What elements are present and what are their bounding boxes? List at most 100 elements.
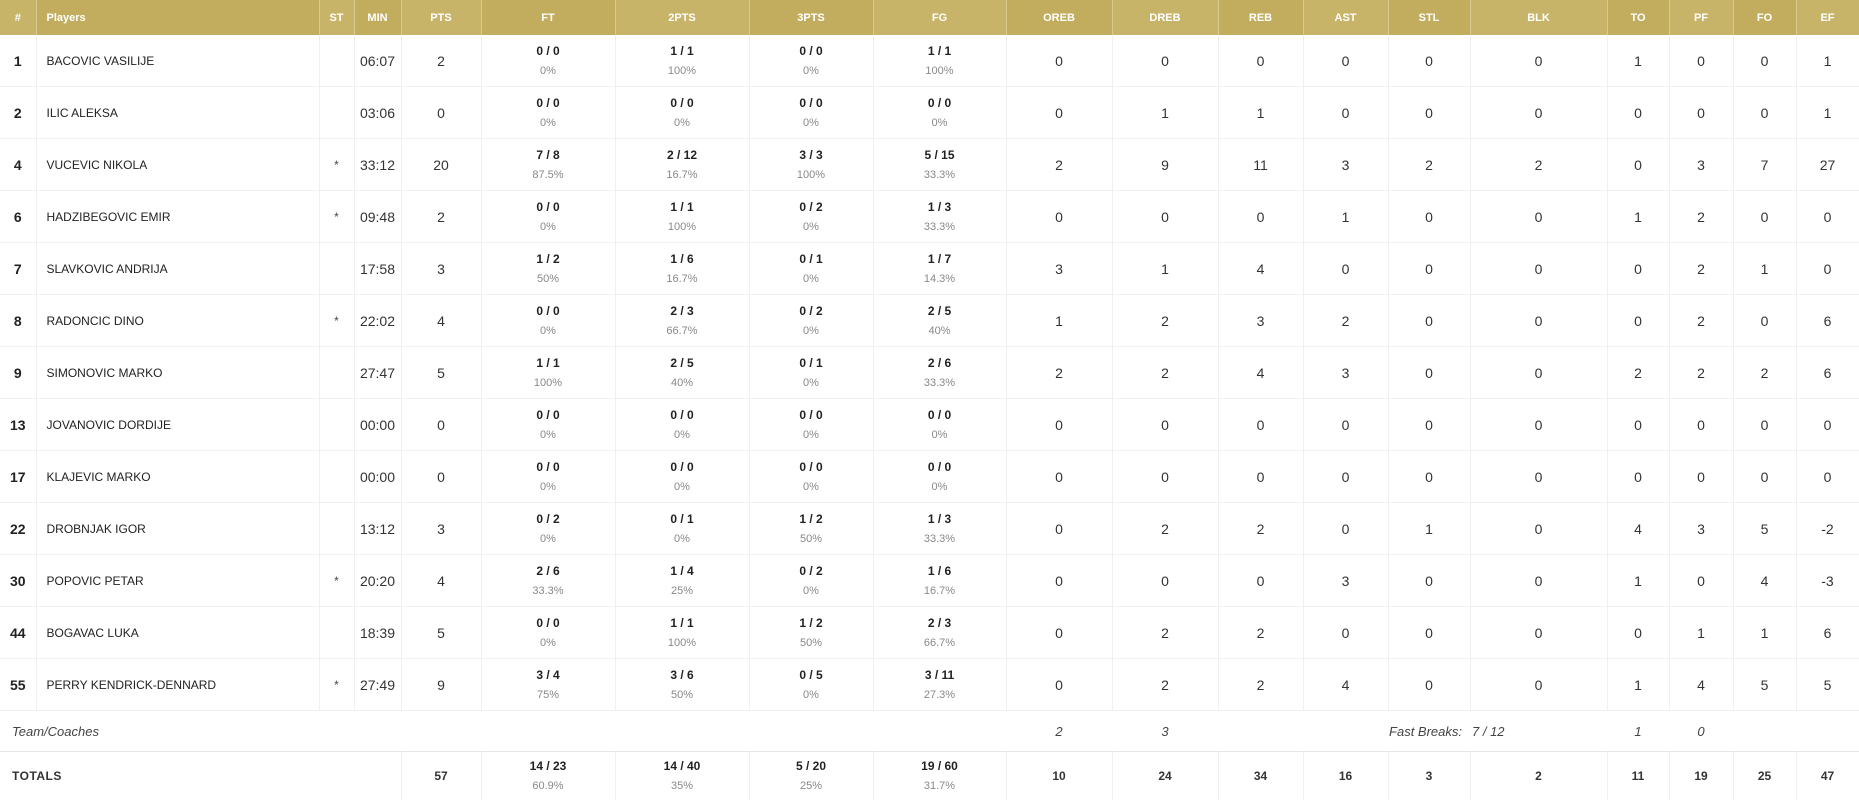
- column-header-ft[interactable]: FT: [481, 0, 615, 35]
- stat-ef: -2: [1796, 503, 1859, 555]
- stat-pf: 0: [1669, 555, 1733, 607]
- stat-ef: 5: [1796, 659, 1859, 711]
- minutes: 22:02: [354, 295, 401, 347]
- column-header-fo[interactable]: FO: [1733, 0, 1796, 35]
- column-header-pts[interactable]: PTS: [401, 0, 481, 35]
- column-header-dreb[interactable]: DREB: [1112, 0, 1218, 35]
- player-name[interactable]: BOGAVAC LUKA: [36, 607, 319, 659]
- free-throws-made-attempted: 0 / 0: [482, 405, 615, 425]
- starter-marker: [319, 451, 354, 503]
- player-name[interactable]: DROBNJAK IGOR: [36, 503, 319, 555]
- three-pointers-made-attempted: 0 / 0: [750, 457, 873, 477]
- two-pointers-made-attempted: 1 / 6: [616, 249, 749, 269]
- field-goals-made-attempted: 2 / 3: [874, 613, 1006, 633]
- player-name[interactable]: BACOVIC VASILIJE: [36, 35, 319, 87]
- column-header-pf[interactable]: PF: [1669, 0, 1733, 35]
- column-header-blk[interactable]: BLK: [1470, 0, 1607, 35]
- three-pointers-percentage: 0%: [750, 581, 873, 601]
- column-header-oreb[interactable]: OREB: [1006, 0, 1112, 35]
- three-pointers-percentage: 0%: [750, 373, 873, 393]
- three-pointers-made-attempted: 0 / 2: [750, 197, 873, 217]
- player-name[interactable]: ILIC ALEKSA: [36, 87, 319, 139]
- stat-blk: 0: [1470, 295, 1607, 347]
- field-goals-percentage: 40%: [874, 321, 1006, 341]
- column-header-to[interactable]: TO: [1607, 0, 1669, 35]
- stat-blk: 0: [1470, 451, 1607, 503]
- stat-blk: 0: [1470, 607, 1607, 659]
- stat-blk: 0: [1470, 35, 1607, 87]
- column-header-fg[interactable]: FG: [873, 0, 1006, 35]
- column-header-3pts[interactable]: 3PTS: [749, 0, 873, 35]
- field-goals-made-attempted: 0 / 0: [874, 93, 1006, 113]
- player-name[interactable]: SIMONOVIC MARKO: [36, 347, 319, 399]
- two-pointers-percentage: 66.7%: [616, 321, 749, 341]
- points: 20: [401, 139, 481, 191]
- stat-oreb: 0: [1006, 191, 1112, 243]
- field-goals-made-attempted: 0 / 0: [874, 457, 1006, 477]
- player-number: 6: [0, 191, 36, 243]
- stat-dreb: 9: [1112, 139, 1218, 191]
- stat-dreb: 0: [1112, 555, 1218, 607]
- column-header-num[interactable]: #: [0, 0, 36, 35]
- column-header-2pts[interactable]: 2PTS: [615, 0, 749, 35]
- team-dreb: 3: [1112, 711, 1218, 752]
- player-name[interactable]: JOVANOVIC DORDIJE: [36, 399, 319, 451]
- points: 2: [401, 191, 481, 243]
- three-pointers-made-attempted: 0 / 5: [750, 665, 873, 685]
- stat-reb: 0: [1218, 191, 1303, 243]
- column-header-stl[interactable]: STL: [1388, 0, 1470, 35]
- stat-fo: 4: [1733, 555, 1796, 607]
- three-pointers-made-attempted: 1 / 2: [750, 613, 873, 633]
- player-name[interactable]: PERRY KENDRICK-DENNARD: [36, 659, 319, 711]
- player-name[interactable]: HADZIBEGOVIC EMIR: [36, 191, 319, 243]
- stat-ef: 6: [1796, 607, 1859, 659]
- stat-reb: 11: [1218, 139, 1303, 191]
- field-goals-made-attempted: 3 / 11: [874, 665, 1006, 685]
- stat-fo: 0: [1733, 87, 1796, 139]
- free-throws-made-attempted: 3 / 4: [482, 665, 615, 685]
- points: 2: [401, 35, 481, 87]
- free-throws-made-attempted: 0 / 0: [482, 93, 615, 113]
- player-name[interactable]: POPOVIC PETAR: [36, 555, 319, 607]
- stat-reb: 2: [1218, 607, 1303, 659]
- column-header-st[interactable]: ST: [319, 0, 354, 35]
- stat-oreb: 0: [1006, 555, 1112, 607]
- free-throws-percentage: 0%: [482, 425, 615, 445]
- fast-breaks-value: 7 / 12: [1470, 711, 1607, 752]
- player-name[interactable]: RADONCIC DINO: [36, 295, 319, 347]
- column-header-ef[interactable]: EF: [1796, 0, 1859, 35]
- player-name[interactable]: VUCEVIC NIKOLA: [36, 139, 319, 191]
- column-header-min[interactable]: MIN: [354, 0, 401, 35]
- player-name[interactable]: SLAVKOVIC ANDRIJA: [36, 243, 319, 295]
- column-header-players[interactable]: Players: [36, 0, 319, 35]
- column-header-ast[interactable]: AST: [1303, 0, 1388, 35]
- player-number: 8: [0, 295, 36, 347]
- two-pointers-made-attempted: 0 / 0: [616, 457, 749, 477]
- totals-free-throws-made-attempted: 14 / 23: [482, 756, 615, 776]
- player-number: 22: [0, 503, 36, 555]
- three-pointers-percentage: 0%: [750, 61, 873, 81]
- player-name[interactable]: KLAJEVIC MARKO: [36, 451, 319, 503]
- field-goals-percentage: 16.7%: [874, 581, 1006, 601]
- column-header-reb[interactable]: REB: [1218, 0, 1303, 35]
- two-pointers-percentage: 16.7%: [616, 269, 749, 289]
